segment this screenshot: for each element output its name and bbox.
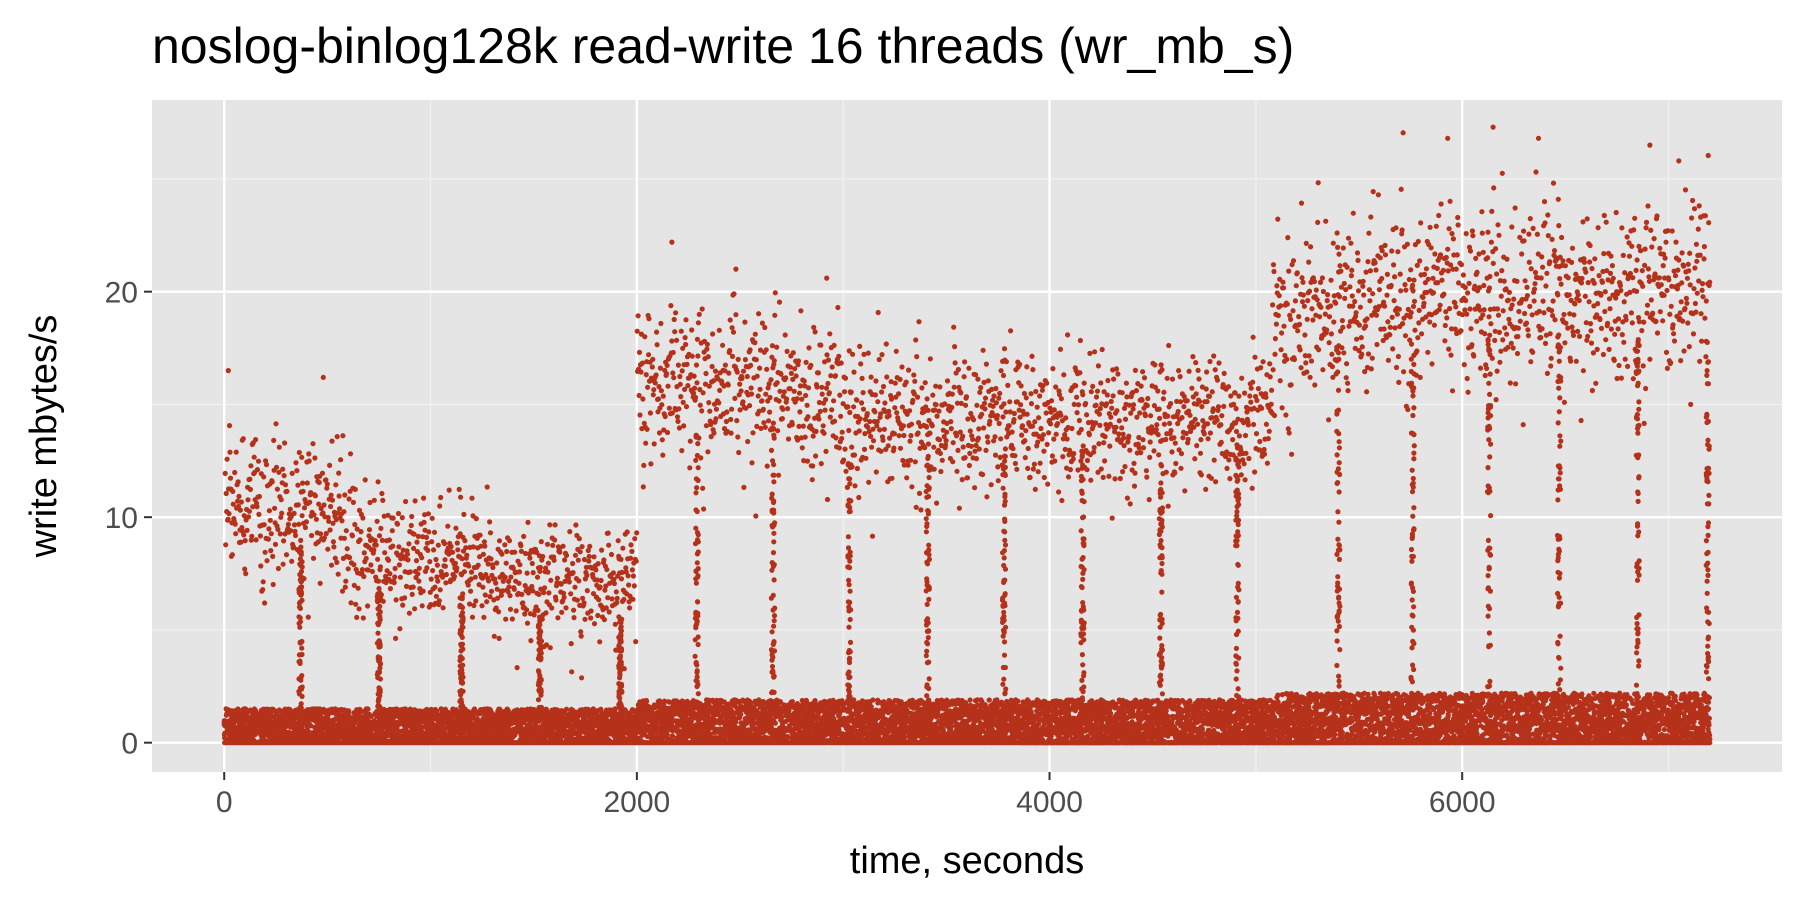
x-tick-label: 2000 bbox=[603, 786, 670, 819]
y-axis-title: write mbytes/s bbox=[23, 315, 65, 559]
y-tick-label: 0 bbox=[121, 728, 138, 761]
y-tick-label: 10 bbox=[105, 502, 138, 535]
scatter-points bbox=[221, 124, 1713, 746]
x-tick-label: 0 bbox=[216, 786, 233, 819]
data-points bbox=[221, 124, 1713, 746]
x-tick-label: 4000 bbox=[1016, 786, 1083, 819]
x-tick-label: 6000 bbox=[1429, 786, 1496, 819]
chart-title: noslog-binlog128k read-write 16 threads … bbox=[152, 18, 1294, 74]
x-axis-title: time, seconds bbox=[850, 840, 1084, 882]
axes: 0 2000 4000 6000 0 10 20 bbox=[105, 277, 1496, 819]
plot-panel bbox=[152, 100, 1782, 772]
y-tick-label: 20 bbox=[105, 277, 138, 310]
